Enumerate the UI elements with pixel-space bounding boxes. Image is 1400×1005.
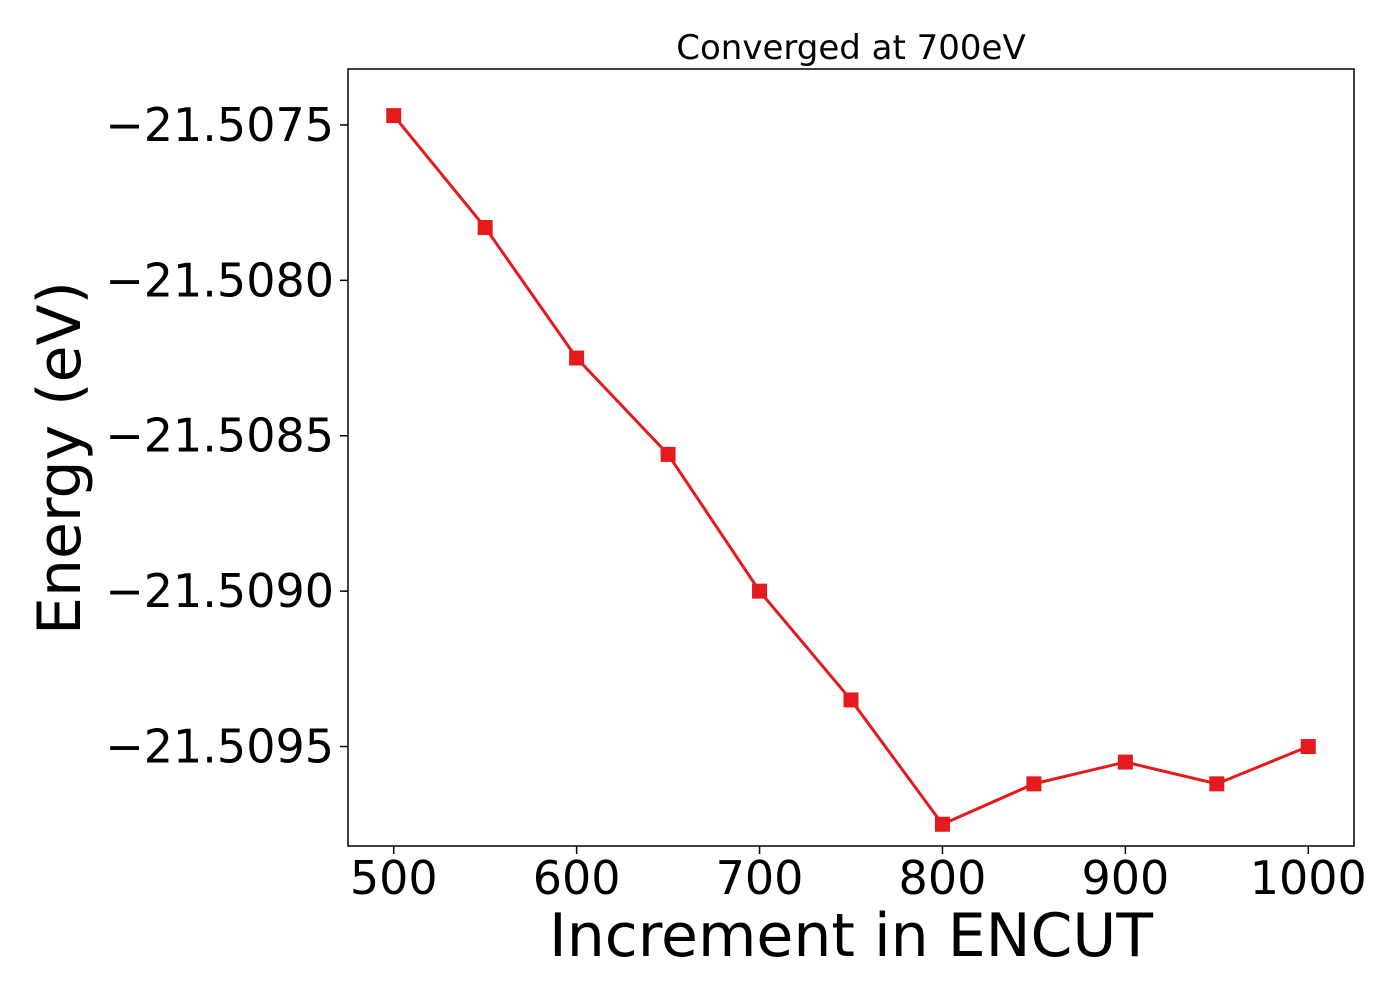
x-tick-label: 1000 xyxy=(1250,851,1367,905)
x-axis-ticks: 500 600 700 800 900 1000 xyxy=(350,846,1367,905)
series-layer xyxy=(386,108,1316,832)
x-tick-label: 900 xyxy=(1081,851,1169,905)
data-point xyxy=(660,446,676,462)
data-point xyxy=(1209,776,1225,792)
y-tick-label: −21.5075 xyxy=(105,98,334,152)
y-axis-ticks: −21.5075 −21.5080 −21.5085 −21.5090 −21.5095 xyxy=(105,98,348,774)
data-point xyxy=(843,692,859,708)
data-point xyxy=(477,220,493,236)
x-tick-label: 600 xyxy=(533,851,621,905)
data-point xyxy=(569,350,585,366)
y-tick-label: −21.5080 xyxy=(105,253,334,307)
data-point xyxy=(752,583,768,599)
data-point xyxy=(1026,776,1042,792)
x-tick-label: 500 xyxy=(350,851,438,905)
y-tick-label: −21.5095 xyxy=(105,720,334,774)
plot-area-frame xyxy=(347,68,1355,847)
data-point xyxy=(934,816,950,832)
series-line xyxy=(392,114,1309,827)
chart-title: Converged at 700eV xyxy=(676,28,1025,68)
y-tick-label: −21.5085 xyxy=(105,409,334,463)
data-point xyxy=(1117,754,1133,770)
data-point xyxy=(1300,739,1316,755)
data-point xyxy=(386,108,402,124)
y-tick-label: −21.5090 xyxy=(105,564,334,618)
x-axis-label: Increment in ENCUT xyxy=(549,901,1153,971)
x-tick-label: 700 xyxy=(716,851,804,905)
y-axis-label: Energy (eV) xyxy=(25,281,95,635)
x-tick-label: 800 xyxy=(899,851,987,905)
